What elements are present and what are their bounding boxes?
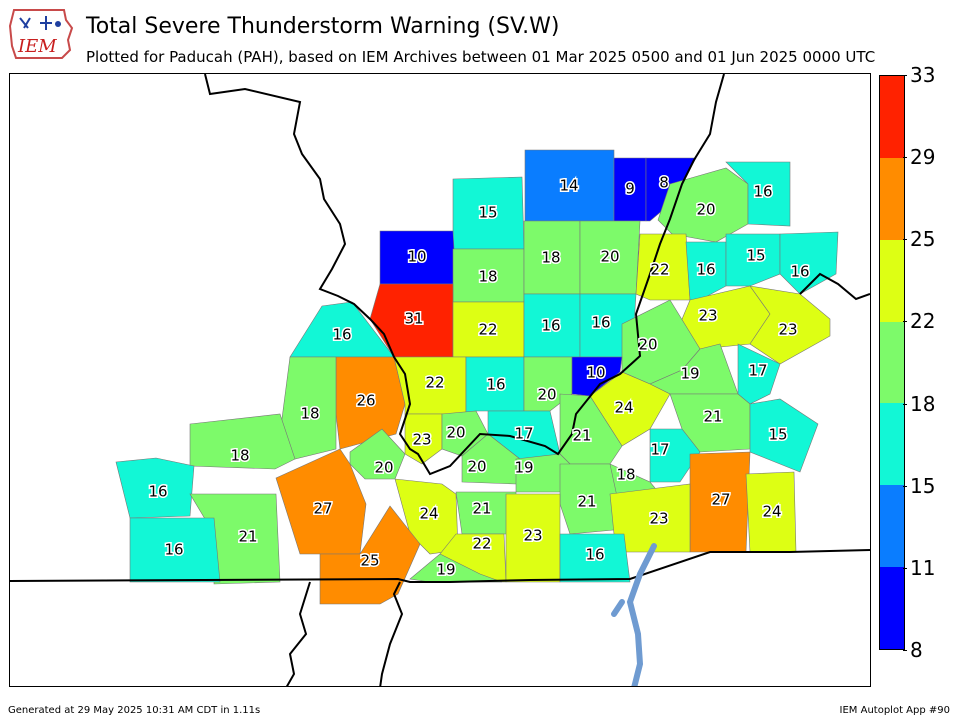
colorbar-segment [880, 157, 904, 240]
county-27a [275, 448, 367, 555]
county-value-label: 10 [586, 364, 605, 382]
county-value-label: 15 [768, 426, 787, 444]
county-value-label: 18 [478, 268, 497, 286]
county-value-label: 20 [696, 201, 715, 219]
county-value-label: 18 [300, 405, 319, 423]
colorbar-tick: 33 [902, 63, 935, 87]
county-value-label: 16 [585, 546, 604, 564]
colorbar-tick: 15 [902, 474, 935, 498]
county-value-label: 22 [425, 374, 444, 392]
colorbar-tick: 22 [902, 309, 935, 333]
county-map: 15 14 9 8 20 16 10 18 18 20 22 16 15 16 16 31 22 16 16 23 23… [10, 74, 870, 686]
county-value-label: 22 [650, 261, 669, 279]
county-value-label: 8 [659, 174, 669, 192]
county-18d [189, 413, 296, 470]
county-value-label: 23 [649, 510, 668, 528]
county-value-label: 17 [514, 425, 533, 443]
county-value-label: 14 [559, 177, 578, 195]
county-value-label: 21 [577, 493, 596, 511]
county-16h [115, 457, 195, 519]
county-value-label: 16 [753, 183, 772, 201]
county-15b [725, 233, 781, 287]
county-16b [685, 241, 727, 301]
county-value-label: 15 [478, 204, 497, 222]
county-17a [737, 343, 781, 405]
county-value-label: 22 [472, 535, 491, 553]
county-15c [749, 398, 819, 473]
county-23d [609, 483, 691, 553]
county-value-label: 19 [680, 365, 699, 383]
map-frame: 15 14 9 8 20 16 10 18 18 20 22 16 15 16 16 31 22 16 16 23 23… [9, 73, 871, 687]
county-value-label: 24 [614, 399, 633, 417]
generated-timestamp: Generated at 29 May 2025 10:31 AM CDT in… [8, 705, 261, 716]
county-value-label: 16 [164, 541, 183, 559]
county-value-label: 23 [523, 527, 542, 545]
county-value-label: 16 [696, 261, 715, 279]
map-subtitle: Plotted for Paducah (PAH), based on IEM … [86, 48, 876, 66]
county-value-label: 27 [313, 500, 332, 518]
county-value-label: 20 [446, 424, 465, 442]
county-value-label: 24 [419, 505, 438, 523]
county-value-label: 23 [778, 321, 797, 339]
map-title: Total Severe Thunderstorm Warning (SV.W) [86, 14, 560, 39]
county-value-label: 20 [374, 459, 393, 477]
county-16i [129, 517, 221, 583]
county-value-label: 23 [412, 431, 431, 449]
colorbar-tick: 11 [902, 556, 935, 580]
colorbar-segment [880, 403, 904, 486]
county-value-label: 24 [762, 503, 781, 521]
county-value-label: 26 [356, 392, 375, 410]
county-value-label: 9 [625, 180, 635, 198]
county-value-label: 21 [572, 427, 591, 445]
iem-logo: IEM [6, 6, 76, 62]
county-value-label: 10 [407, 248, 426, 266]
county-16c [779, 231, 839, 295]
colorbar-tick: 29 [902, 145, 935, 169]
county-value-label: 20 [600, 248, 619, 266]
county-value-label: 16 [486, 376, 505, 394]
county-value-label: 17 [650, 441, 669, 459]
county-value-label: 25 [360, 552, 379, 570]
colorbar [879, 75, 905, 650]
app-credit: IEM Autoplot App #90 [839, 705, 950, 716]
county-value-label: 18 [541, 249, 560, 267]
county-23b [749, 285, 831, 365]
county-value-label: 23 [698, 307, 717, 325]
county-value-label: 19 [436, 561, 455, 579]
county-16a [725, 161, 791, 227]
county-value-label: 27 [711, 491, 730, 509]
county-value-label: 20 [467, 458, 486, 476]
colorbar-segment [880, 76, 904, 158]
colorbar-tick: 8 [903, 638, 923, 662]
svg-text:IEM: IEM [17, 36, 57, 57]
county-value-label: 21 [472, 500, 491, 518]
county-value-label: 18 [616, 466, 635, 484]
colorbar-ticks: 33 29 25 22 18 15 11 8 [902, 63, 960, 662]
county-value-label: 16 [332, 326, 351, 344]
colorbar-segment [880, 321, 904, 404]
county-value-label: 16 [541, 317, 560, 335]
county-value-label: 19 [514, 459, 533, 477]
colorbar-segment [880, 567, 904, 650]
county-value-label: 31 [404, 310, 423, 328]
colorbar-tick: 18 [902, 392, 935, 416]
colorbar-segment [880, 239, 904, 322]
county-value-label: 20 [537, 386, 556, 404]
colorbar-tick: 25 [902, 227, 935, 251]
county-16j [559, 533, 631, 583]
colorbar-segment [880, 485, 904, 568]
county-value-label: 16 [148, 483, 167, 501]
county-value-label: 16 [790, 263, 809, 281]
county-value-label: 21 [238, 528, 257, 546]
county-value-label: 20 [638, 336, 657, 354]
county-10b [571, 356, 623, 397]
county-value-label: 16 [591, 314, 610, 332]
county-value-label: 18 [230, 447, 249, 465]
county-value-label: 21 [703, 408, 722, 426]
county-value-label: 17 [748, 362, 767, 380]
county-value-label: 22 [478, 321, 497, 339]
county-value-label: 15 [746, 247, 765, 265]
